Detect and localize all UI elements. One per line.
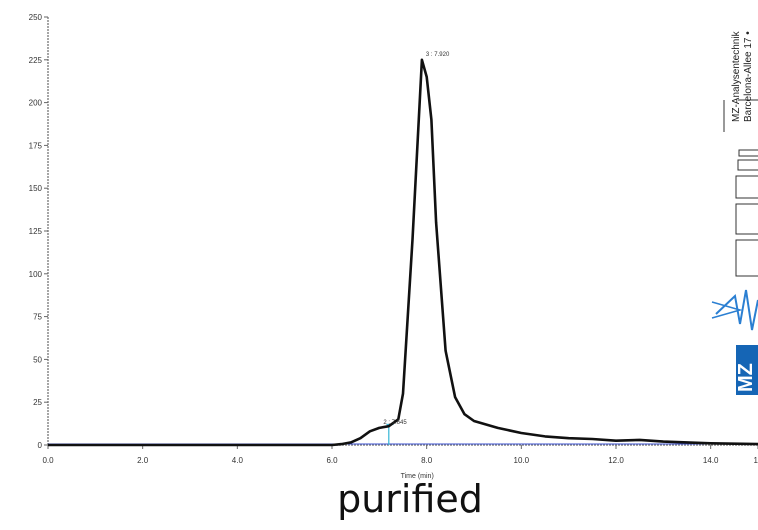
x-tick-label: 12.0 <box>608 456 624 465</box>
logo-text: MZ <box>735 363 757 392</box>
logo-outline-box <box>738 149 758 157</box>
company-name: MZ-Analysentechnik <box>731 31 742 122</box>
y-tick-label: 100 <box>29 270 43 279</box>
y-tick-label: 175 <box>29 141 43 150</box>
y-tick-label: 0 <box>38 441 43 450</box>
logo-arrow-icon <box>711 301 743 319</box>
y-tick-label: 225 <box>29 56 43 65</box>
x-tick-label: 14.0 <box>703 456 719 465</box>
y-tick-label: 250 <box>29 13 43 22</box>
logo-outline-box <box>737 159 758 171</box>
series-line <box>48 58 758 447</box>
y-tick-label: 125 <box>29 227 43 236</box>
x-tick-label: 0.0 <box>42 456 54 465</box>
peak-label: 3 : 7.920 <box>426 52 450 58</box>
company-address: Barcelona-Allee 17 • <box>743 31 754 122</box>
logo-outline-box <box>735 239 758 277</box>
x-tick-label: 2.0 <box>137 456 149 465</box>
x-tick-label: 15 <box>754 456 758 465</box>
y-tick-label: 75 <box>33 313 42 322</box>
logo-wave-icon <box>715 289 758 331</box>
x-tick-label: 8.0 <box>421 456 433 465</box>
peak-label: 2 : 7.645 <box>383 420 407 426</box>
x-tick-label: 10.0 <box>514 456 530 465</box>
x-tick-label: 4.0 <box>232 456 244 465</box>
plot-area: 0 25 50 75 100 125 150 175 200 225 250 0.0 2.0 4.0 6.0… <box>29 13 758 480</box>
logo-outline-box <box>735 175 758 199</box>
y-tick-label: 150 <box>29 184 43 193</box>
x-tick-label: 6.0 <box>326 456 338 465</box>
chart-caption: purified <box>337 477 483 521</box>
logo-outline-box <box>735 203 758 235</box>
y-tick-label: 200 <box>29 99 43 108</box>
brand-logo: MZ <box>711 99 758 395</box>
x-axis-label: Time (min) <box>401 473 434 480</box>
logo-box <box>736 345 758 395</box>
y-tick-label: 25 <box>33 398 42 407</box>
y-tick-label: 50 <box>33 355 42 364</box>
